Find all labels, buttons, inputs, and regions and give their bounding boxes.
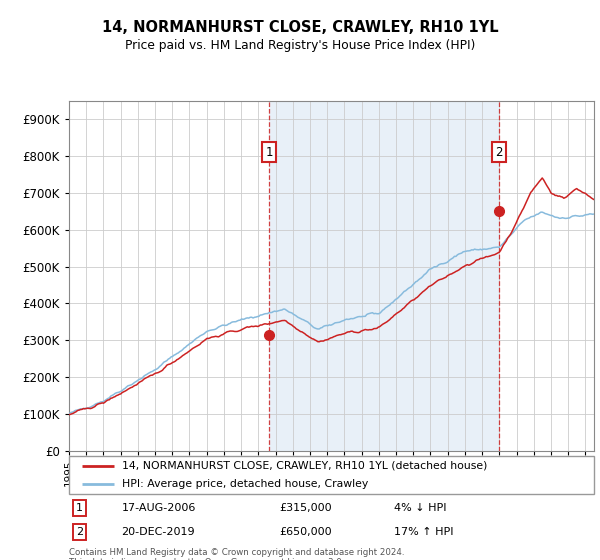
Text: 1: 1 (265, 146, 273, 159)
Text: Price paid vs. HM Land Registry's House Price Index (HPI): Price paid vs. HM Land Registry's House … (125, 39, 475, 52)
Text: 17-AUG-2006: 17-AUG-2006 (121, 503, 196, 514)
Text: 2: 2 (495, 146, 503, 159)
Text: 17% ↑ HPI: 17% ↑ HPI (395, 527, 454, 537)
FancyBboxPatch shape (69, 456, 594, 494)
Text: 2: 2 (76, 527, 83, 537)
Text: Contains HM Land Registry data © Crown copyright and database right 2024.
This d: Contains HM Land Registry data © Crown c… (69, 548, 404, 560)
Text: 1: 1 (76, 503, 83, 514)
Text: 14, NORMANHURST CLOSE, CRAWLEY, RH10 1YL (detached house): 14, NORMANHURST CLOSE, CRAWLEY, RH10 1YL… (121, 461, 487, 471)
Text: 20-DEC-2019: 20-DEC-2019 (121, 527, 195, 537)
Text: £650,000: £650,000 (279, 527, 332, 537)
Text: 4% ↓ HPI: 4% ↓ HPI (395, 503, 447, 514)
Text: HPI: Average price, detached house, Crawley: HPI: Average price, detached house, Craw… (121, 479, 368, 489)
Text: 14, NORMANHURST CLOSE, CRAWLEY, RH10 1YL: 14, NORMANHURST CLOSE, CRAWLEY, RH10 1YL (101, 20, 499, 35)
Bar (269, 101, 499, 451)
Text: £315,000: £315,000 (279, 503, 332, 514)
